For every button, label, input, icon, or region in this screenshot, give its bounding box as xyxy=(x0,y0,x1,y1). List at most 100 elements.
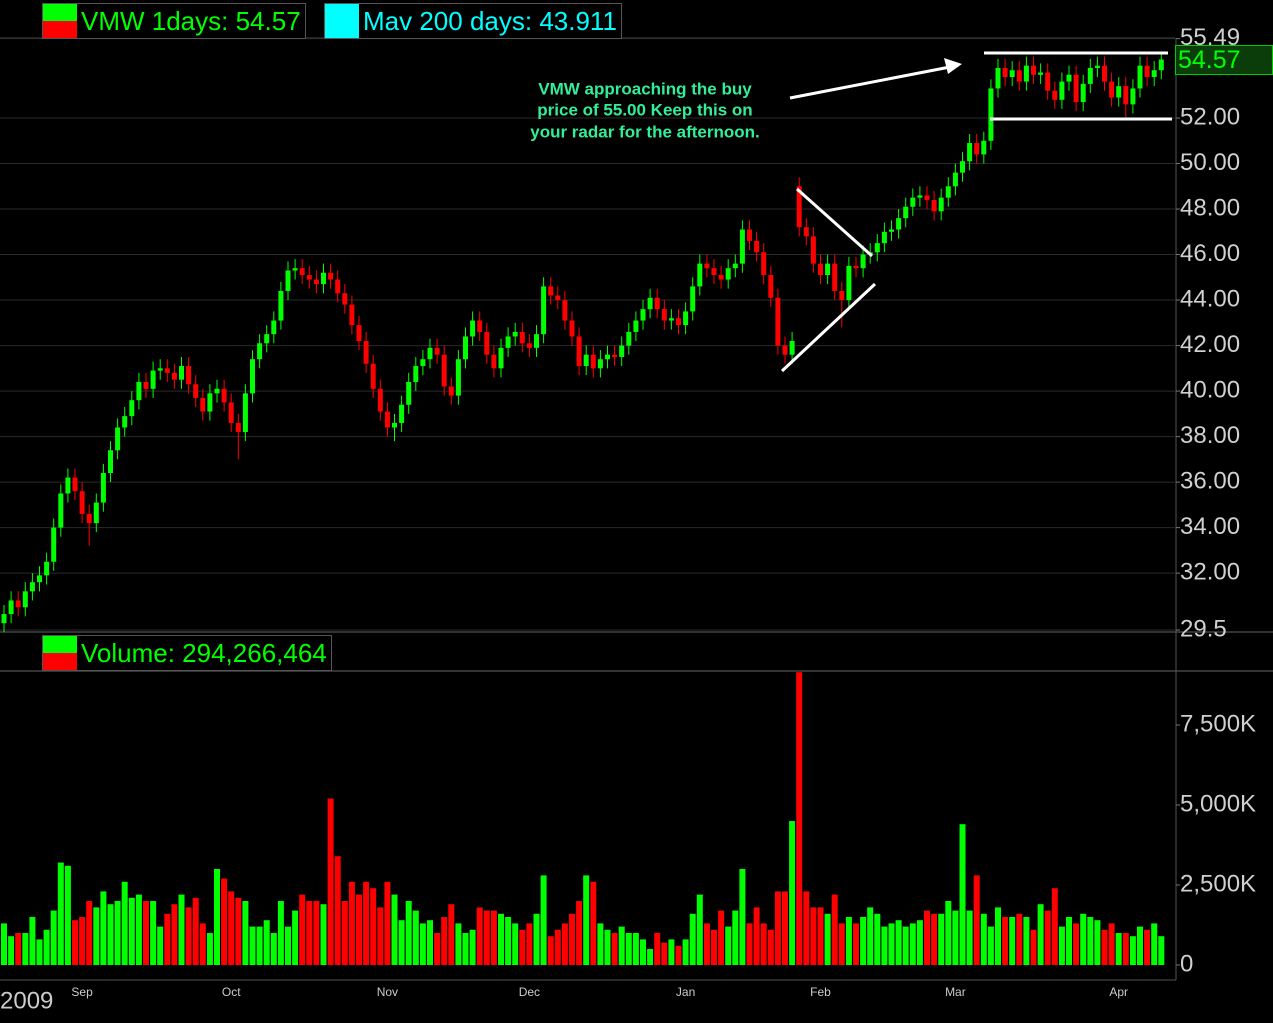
volume-bar xyxy=(661,942,668,965)
volume-bar xyxy=(185,907,192,965)
volume-bar xyxy=(1002,916,1009,965)
candle-body xyxy=(747,229,752,241)
volume-bar xyxy=(625,932,632,965)
y-tick-label: 40.00 xyxy=(1180,376,1240,403)
volume-bar xyxy=(995,907,1001,965)
candle-body xyxy=(1066,74,1072,82)
candle-body xyxy=(313,279,319,285)
candle-body xyxy=(370,363,376,389)
y-tick-label: 34.00 xyxy=(1180,513,1240,540)
y-tick-label: 38.00 xyxy=(1180,422,1240,449)
legend-text: VMW 1days: 54.57 xyxy=(81,5,301,36)
candle-body xyxy=(768,275,774,298)
volume-bar xyxy=(583,875,590,965)
volume-bar xyxy=(419,923,426,965)
legend-text: Mav 200 days: 43.911 xyxy=(363,5,617,36)
candle-body xyxy=(654,297,660,310)
candle-body xyxy=(605,354,610,360)
y-tick-label: 50.00 xyxy=(1180,149,1240,176)
candle-body xyxy=(676,318,681,326)
x-tick-label: Apr xyxy=(1109,985,1128,999)
y-tick-label: 52.00 xyxy=(1180,103,1240,130)
volume-bar xyxy=(1016,913,1023,965)
candle-body xyxy=(356,325,362,342)
volume-bar xyxy=(1144,929,1151,965)
candle-body xyxy=(51,527,57,562)
annotation: price of 55.00 Keep this on xyxy=(537,100,752,119)
candle-body xyxy=(896,218,902,230)
candle-body xyxy=(668,318,674,321)
candle-body xyxy=(832,263,838,291)
volume-bar xyxy=(540,875,547,965)
candle-body xyxy=(810,236,816,264)
arrow-line xyxy=(789,65,951,100)
candle-body xyxy=(718,275,724,280)
candle-body xyxy=(1009,70,1015,78)
volume-bar xyxy=(1129,936,1136,965)
candle-body xyxy=(917,195,923,198)
volume-bar xyxy=(256,926,263,965)
volume-bar xyxy=(221,878,228,965)
volume-bar xyxy=(398,920,405,965)
candle-body xyxy=(292,268,298,271)
volume-bar xyxy=(618,926,625,965)
volume-bar xyxy=(86,900,93,965)
volume-bar xyxy=(654,932,661,965)
candle-body xyxy=(1087,67,1093,84)
candle-body xyxy=(612,354,618,357)
volume-bar xyxy=(1,923,7,965)
volume-bar xyxy=(796,672,803,965)
volume-bar xyxy=(79,916,86,965)
legend-text: Volume: 294,266,464 xyxy=(81,637,327,668)
candle-body xyxy=(661,309,667,321)
x-tick-label: Feb xyxy=(810,985,831,999)
volume-bar xyxy=(576,900,583,965)
candle-body xyxy=(952,172,958,187)
volume-bar xyxy=(143,900,149,965)
candle-body xyxy=(413,366,419,382)
volume-bar xyxy=(732,910,739,965)
volume-bar xyxy=(490,910,497,965)
volume-bar xyxy=(590,881,597,965)
candle-body xyxy=(1109,81,1115,98)
volume-bar xyxy=(498,913,504,965)
candle-body xyxy=(1137,65,1143,89)
candle-body xyxy=(179,366,184,380)
volume-bar xyxy=(320,904,327,965)
candle-body xyxy=(285,270,291,291)
volume-bar xyxy=(15,932,22,965)
volume-bar xyxy=(533,913,540,965)
volume-bar xyxy=(505,916,512,965)
volume-bar xyxy=(249,926,256,965)
volume-bar xyxy=(434,932,441,965)
volume-bar xyxy=(782,891,788,965)
candle-body xyxy=(569,320,575,337)
volume-bar xyxy=(739,868,746,965)
candle-body xyxy=(647,297,653,310)
candle-body xyxy=(441,354,447,387)
candle-body xyxy=(271,320,277,335)
volume-bar xyxy=(57,862,64,965)
volume-bar xyxy=(1066,916,1072,965)
volume-bar xyxy=(306,900,313,965)
volume-bar xyxy=(1137,926,1143,965)
candle-body xyxy=(15,600,21,608)
candle-body xyxy=(683,311,689,326)
candle-body xyxy=(72,477,78,492)
x-tick-label: Nov xyxy=(377,985,398,999)
candle-body xyxy=(1158,59,1164,71)
candle-body xyxy=(597,359,603,369)
candle-body xyxy=(44,561,50,576)
volume-bar xyxy=(476,907,483,965)
volume-bar xyxy=(853,923,859,965)
volume-bar xyxy=(128,897,135,965)
candle-body xyxy=(796,186,802,228)
candle-body xyxy=(129,400,135,417)
candle-body xyxy=(534,334,539,348)
volume-bar xyxy=(29,916,36,965)
volume-bar xyxy=(746,923,753,965)
x-tick-label: Sep xyxy=(71,985,93,999)
candle-body xyxy=(1,614,7,624)
y-tick-label: 36.00 xyxy=(1180,467,1240,494)
